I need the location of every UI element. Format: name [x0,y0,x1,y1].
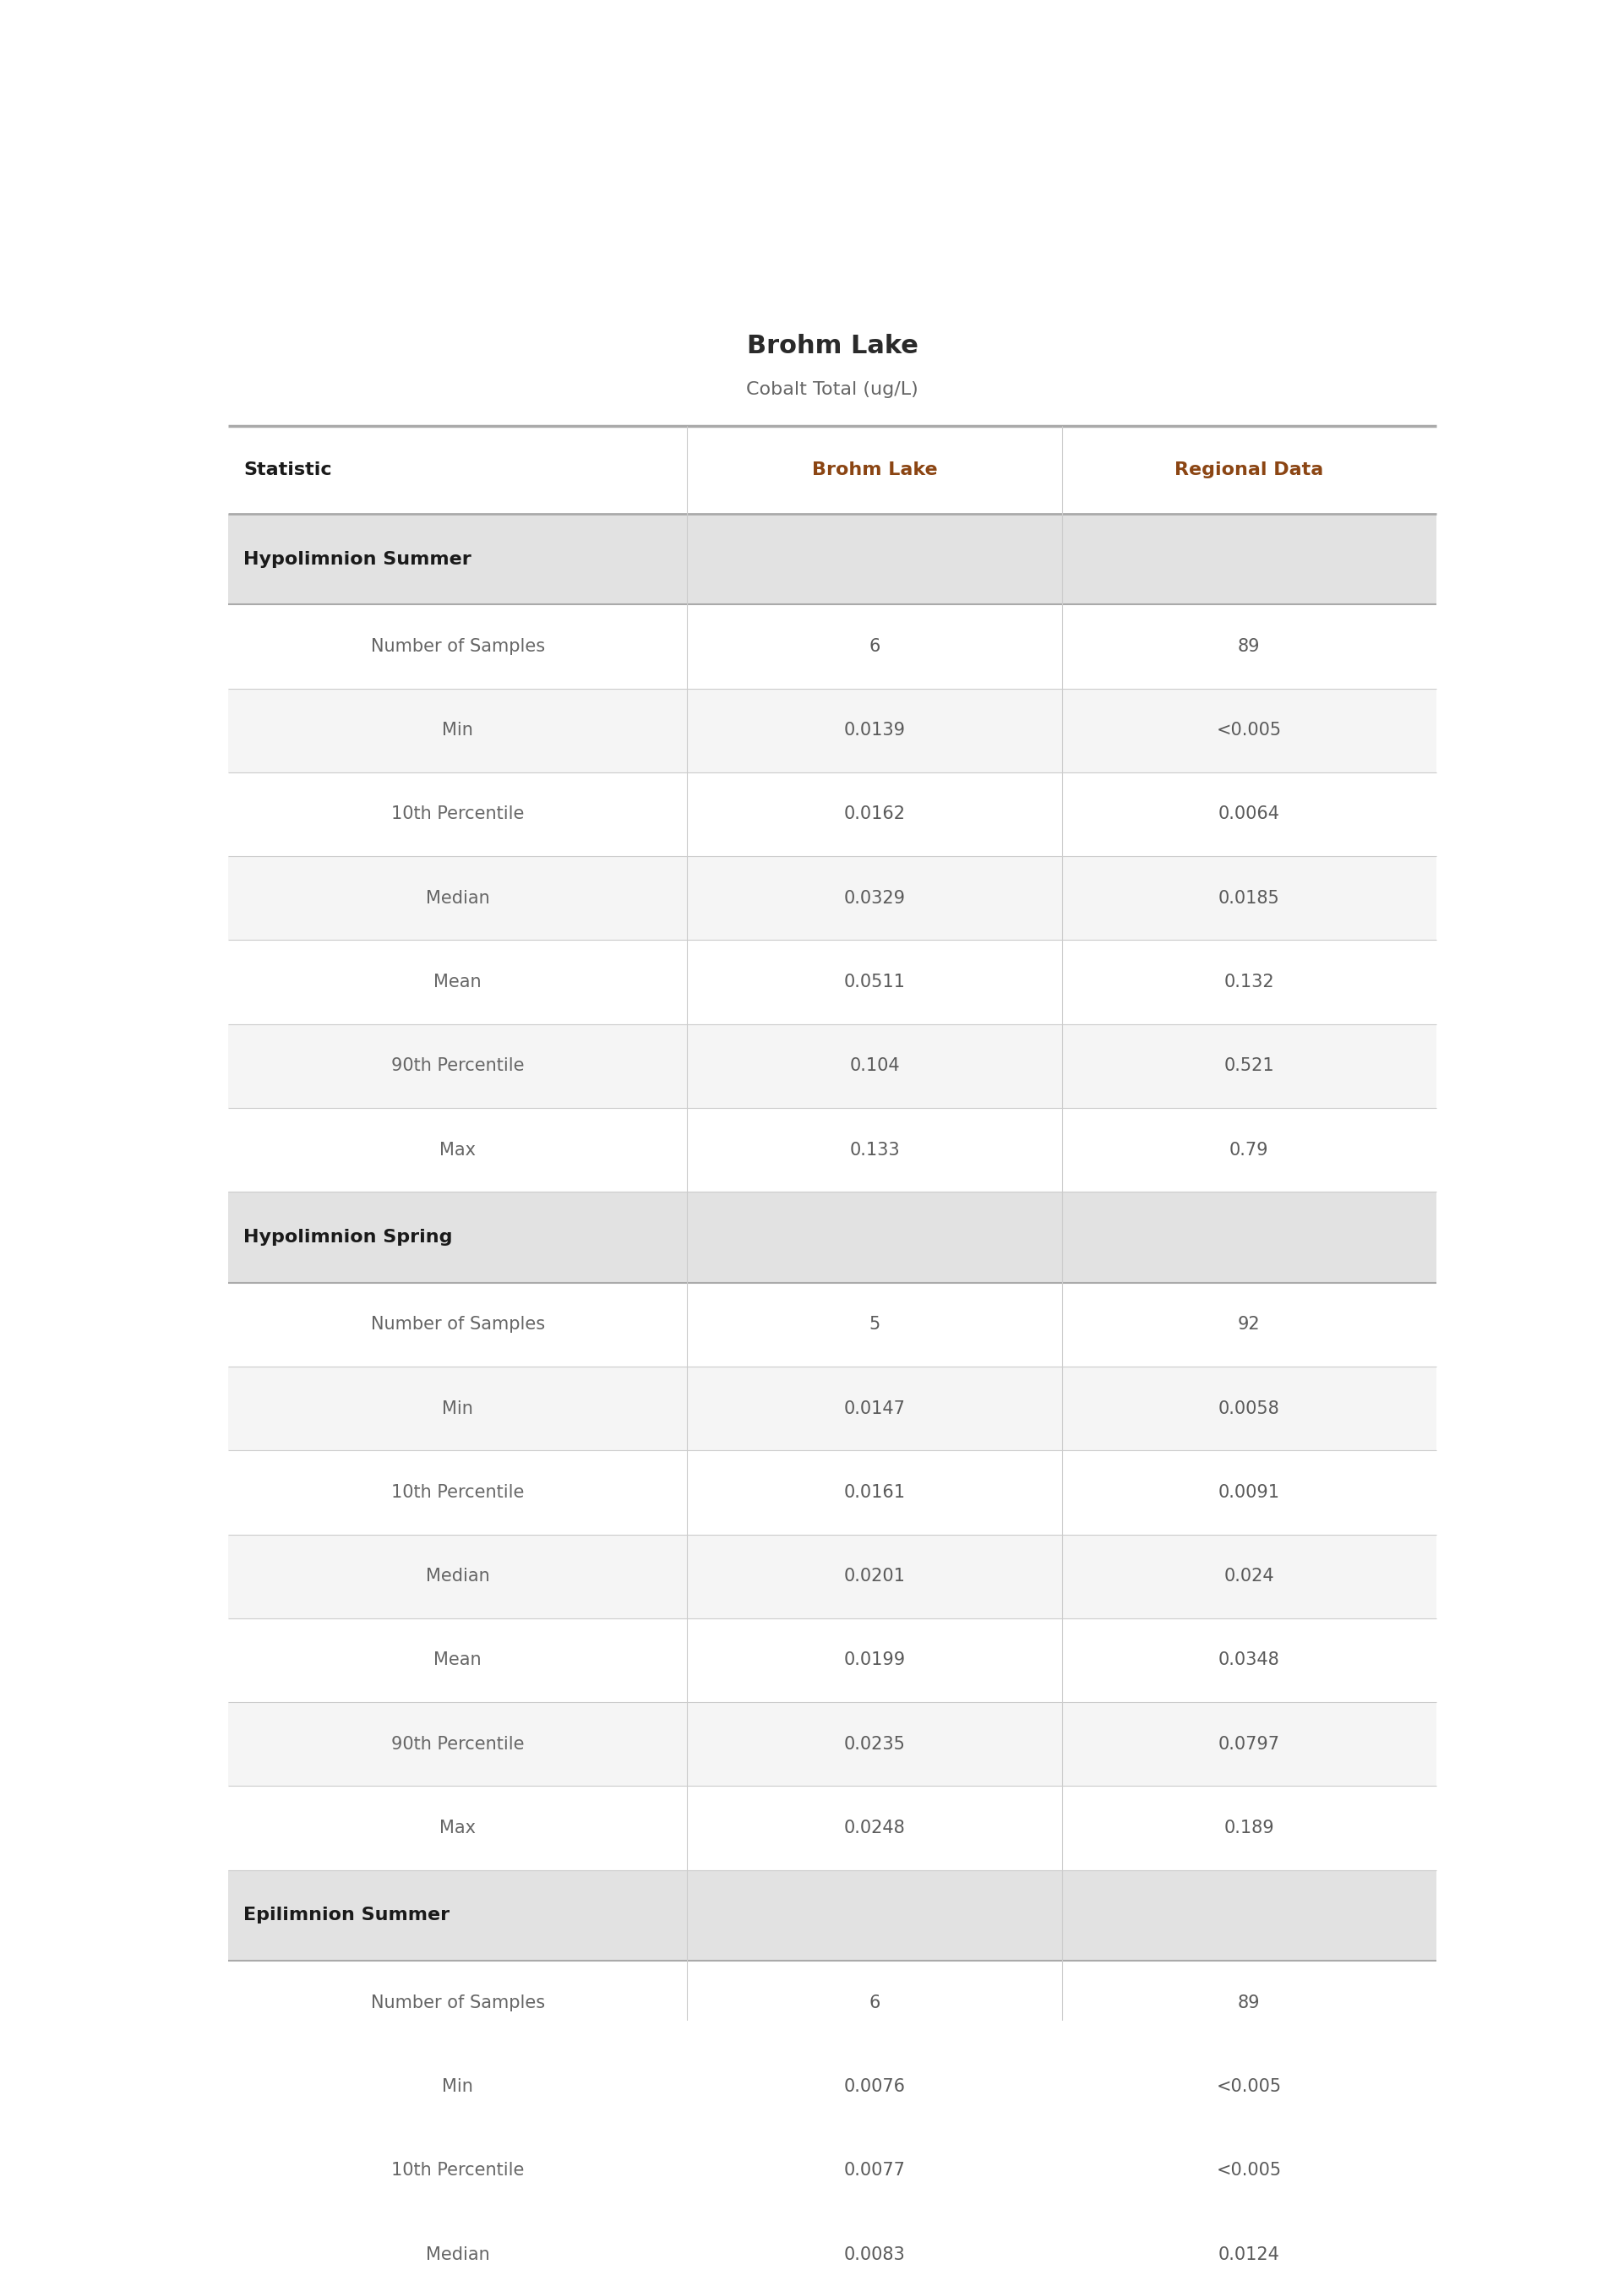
Text: 0.0185: 0.0185 [1218,890,1280,906]
Text: 0.0797: 0.0797 [1218,1737,1280,1752]
Text: 10th Percentile: 10th Percentile [391,2161,525,2179]
Text: Median: Median [425,2245,490,2263]
Text: Min: Min [442,722,473,738]
Text: 0.0139: 0.0139 [844,722,906,738]
Text: Statistic: Statistic [244,461,331,479]
Bar [227,427,1436,513]
Text: 92: 92 [1237,1317,1260,1332]
Bar [227,1283,1436,1367]
Text: 0.0248: 0.0248 [844,1821,905,1836]
Bar [227,1786,1436,1870]
Text: 0.0162: 0.0162 [844,806,906,822]
Text: Regional Data: Regional Data [1174,461,1324,479]
Text: Number of Samples: Number of Samples [370,1317,544,1332]
Text: 0.0077: 0.0077 [844,2161,905,2179]
Text: 0.133: 0.133 [849,1142,900,1158]
Text: 6: 6 [869,1995,880,2011]
Text: 0.0161: 0.0161 [844,1485,906,1500]
Text: Brohm Lake: Brohm Lake [747,334,918,359]
Text: Hypolimnion Summer: Hypolimnion Summer [244,552,471,568]
Text: <0.005: <0.005 [1216,722,1281,738]
Text: 6: 6 [869,638,880,656]
Bar [227,1870,1436,1961]
Bar [227,772,1436,856]
Text: 0.0076: 0.0076 [844,2079,906,2095]
Bar [227,1451,1436,1535]
Text: 0.0199: 0.0199 [844,1653,906,1668]
Text: 0.0348: 0.0348 [1218,1653,1280,1668]
Text: 0.104: 0.104 [849,1058,900,1074]
Text: 10th Percentile: 10th Percentile [391,806,525,822]
Text: Min: Min [442,2079,473,2095]
Text: 0.521: 0.521 [1224,1058,1275,1074]
Text: 0.0147: 0.0147 [844,1401,905,1416]
Bar [227,1702,1436,1786]
Text: Hypolimnion Spring: Hypolimnion Spring [244,1228,453,1246]
Text: 0.024: 0.024 [1224,1569,1275,1584]
Text: 89: 89 [1237,638,1260,656]
Text: Mean: Mean [434,1653,482,1668]
Bar [227,604,1436,688]
Text: Median: Median [425,1569,490,1584]
Text: 0.0091: 0.0091 [1218,1485,1280,1500]
Bar [227,1192,1436,1283]
Bar [227,1024,1436,1108]
Text: Min: Min [442,1401,473,1416]
Text: 10th Percentile: 10th Percentile [391,1485,525,1500]
Bar [227,2045,1436,2129]
Text: 0.0124: 0.0124 [1218,2245,1280,2263]
Bar [227,856,1436,940]
Text: Brohm Lake: Brohm Lake [812,461,937,479]
Bar [227,1367,1436,1451]
Text: 0.0064: 0.0064 [1218,806,1280,822]
Text: Number of Samples: Number of Samples [370,638,544,656]
Text: 89: 89 [1237,1995,1260,2011]
Text: Number of Samples: Number of Samples [370,1995,544,2011]
Text: 0.132: 0.132 [1224,974,1275,990]
Bar [227,688,1436,772]
Text: <0.005: <0.005 [1216,2079,1281,2095]
Bar [227,1108,1436,1192]
Bar [227,1961,1436,2045]
Text: Cobalt Total (ug/L): Cobalt Total (ug/L) [745,381,919,397]
Text: Max: Max [440,1142,476,1158]
Text: 0.189: 0.189 [1224,1821,1275,1836]
Text: 0.0201: 0.0201 [844,1569,905,1584]
Text: 90th Percentile: 90th Percentile [391,1058,525,1074]
Text: 0.0058: 0.0058 [1218,1401,1280,1416]
Text: 0.0235: 0.0235 [844,1737,905,1752]
Bar [227,1619,1436,1702]
Bar [227,940,1436,1024]
Text: <0.005: <0.005 [1216,2161,1281,2179]
Text: 0.0511: 0.0511 [844,974,905,990]
Text: 0.79: 0.79 [1229,1142,1268,1158]
Bar [227,2213,1436,2270]
Text: 0.0083: 0.0083 [844,2245,905,2263]
Text: Mean: Mean [434,974,482,990]
Text: 5: 5 [869,1317,880,1332]
Bar [227,513,1436,604]
Text: 90th Percentile: 90th Percentile [391,1737,525,1752]
Bar [227,1535,1436,1619]
Text: Max: Max [440,1821,476,1836]
Text: 0.0329: 0.0329 [844,890,906,906]
Bar [227,2129,1436,2213]
Text: Median: Median [425,890,490,906]
Text: Epilimnion Summer: Epilimnion Summer [244,1907,450,1925]
